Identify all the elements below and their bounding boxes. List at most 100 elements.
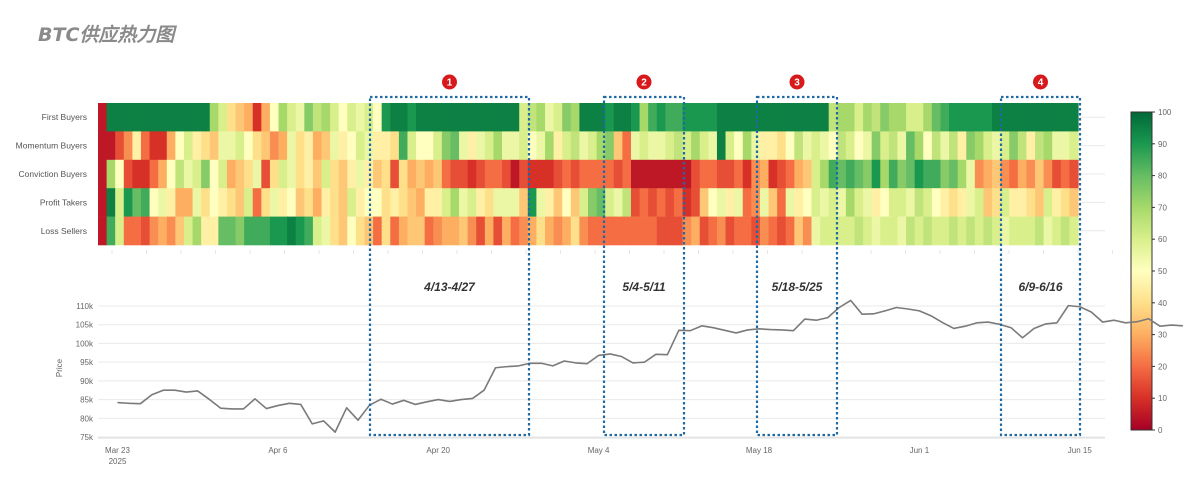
heatmap-cell: [699, 159, 709, 189]
heatmap-cell: [226, 159, 237, 189]
heatmap-cell: [570, 216, 581, 246]
heatmap-cell: [338, 131, 348, 161]
heatmap-cell: [966, 188, 976, 217]
heatmap-cell: [794, 159, 804, 189]
heatmap-cell: [166, 131, 176, 161]
heatmap-cell: [708, 188, 718, 217]
heatmap-cell: [682, 131, 692, 161]
heatmap-cell: [1069, 188, 1079, 217]
heatmap-cell: [484, 131, 495, 161]
heatmap-cell: [269, 103, 280, 132]
heatmap-cell: [682, 188, 692, 217]
heatmap-cell: [648, 131, 658, 161]
heatmap-cell: [201, 131, 211, 161]
heatmap-cell: [407, 103, 417, 132]
heatmap-cell: [673, 103, 684, 132]
heatmap-cell: [183, 103, 194, 132]
heatmap-cell: [630, 159, 641, 189]
heatmap-cell: [226, 103, 237, 132]
heatmap-cell: [287, 131, 297, 161]
heatmap-cell: [321, 188, 331, 217]
heatmap-cell: [373, 216, 383, 246]
heatmap-cell: [450, 216, 460, 246]
heatmap-cell: [828, 159, 838, 189]
heatmap-cell: [1017, 131, 1028, 161]
heatmap-cell: [605, 131, 615, 161]
heatmap-cell: [407, 159, 417, 189]
heatmap-cell: [218, 103, 228, 132]
heatmap-cell: [897, 159, 907, 189]
heatmap-cell: [115, 159, 125, 189]
heatmap-cell: [398, 216, 409, 246]
heatmap-cell: [1035, 131, 1045, 161]
heatmap-cell: [854, 188, 864, 217]
heatmap-cell: [837, 216, 847, 246]
heatmap-cell: [759, 103, 770, 132]
heatmap-cell: [708, 103, 718, 132]
colorbar-tick-label: 80: [1158, 172, 1167, 181]
heatmap-cell: [949, 103, 959, 132]
heatmap-cell: [699, 103, 709, 132]
heatmap-cell: [716, 131, 727, 161]
heatmap-cell: [527, 159, 538, 189]
heatmap-cell: [416, 216, 426, 246]
heatmap-cell: [639, 131, 649, 161]
heatmap-cell: [777, 188, 787, 217]
heatmap-cell: [459, 188, 469, 217]
heatmap-cell: [949, 159, 959, 189]
heatmap-cell: [201, 103, 211, 132]
annotation-badge-number: 3: [794, 78, 800, 89]
heatmap-cell: [338, 188, 348, 217]
heatmap-cell: [450, 188, 460, 217]
heatmap-cell: [175, 131, 185, 161]
heatmap-cell: [673, 216, 684, 246]
heatmap-cell: [656, 131, 666, 161]
heatmap-cell: [1052, 216, 1062, 246]
colorbar-tick-label: 60: [1158, 235, 1167, 244]
heatmap-cell: [888, 131, 899, 161]
heatmap-cell: [837, 103, 847, 132]
heatmap-cell: [493, 188, 503, 217]
heatmap-cell: [502, 216, 512, 246]
heatmap-cell: [820, 188, 830, 217]
heatmap-cell: [502, 188, 512, 217]
heatmap-cell: [545, 216, 555, 246]
heatmap-cell: [871, 103, 881, 132]
heatmap-cell: [622, 103, 632, 132]
heatmap-cell: [983, 188, 993, 217]
heatmap-cell: [312, 103, 323, 132]
heatmap-cell: [321, 159, 331, 189]
heatmap-cell: [1043, 159, 1053, 189]
heatmap-cell: [914, 131, 924, 161]
heatmap-cell: [630, 216, 641, 246]
heatmap-cell: [613, 131, 623, 161]
heatmap-cell: [459, 131, 469, 161]
heatmap-cell: [648, 159, 658, 189]
heatmap-cell: [98, 188, 108, 217]
heatmap-cell: [794, 103, 804, 132]
heatmap-cell: [562, 188, 572, 217]
heatmap-cell: [639, 188, 649, 217]
heatmap-cell: [347, 216, 357, 246]
x-tick-label: Apr 6: [268, 446, 288, 455]
annotation-badge-number: 4: [1038, 78, 1044, 89]
heatmap-cell: [699, 188, 709, 217]
heatmap-cell: [545, 103, 555, 132]
heatmap-cell: [132, 131, 142, 161]
heatmap-cell: [1009, 216, 1019, 246]
heatmap-cell: [605, 188, 615, 217]
heatmap-cell: [355, 188, 366, 217]
heatmap-cell: [906, 188, 916, 217]
y-tick-label: 105k: [76, 321, 94, 330]
heatmap-cell: [218, 159, 228, 189]
heatmap-cell: [1069, 103, 1079, 132]
heatmap-cell: [441, 131, 452, 161]
heatmap-cell: [132, 188, 142, 217]
heatmap-cell: [467, 188, 477, 217]
heatmap-cell: [811, 131, 821, 161]
heatmap-row-label: Profit Takers: [40, 197, 87, 207]
heatmap-cell: [622, 188, 632, 217]
heatmap-cell: [484, 159, 495, 189]
heatmap-cell: [673, 159, 684, 189]
annotation-label: 6/9-6/16: [1018, 280, 1062, 294]
